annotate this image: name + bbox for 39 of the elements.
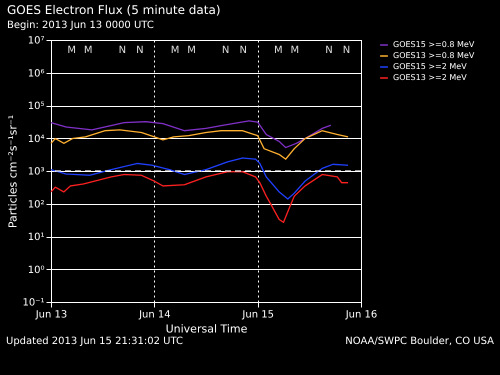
annotation: N	[136, 45, 144, 56]
legend-label: GOES15 >=2 MeV	[393, 62, 468, 71]
annotation: N	[342, 45, 350, 56]
y-tick-label: 10³	[28, 166, 44, 178]
legend-label: GOES13 >=0.8 MeV	[393, 51, 475, 60]
annotation: M	[274, 45, 283, 56]
y-axis-title: Particles cm⁻²s⁻¹sr⁻¹	[6, 114, 20, 228]
chart-subtitle: Begin: 2013 Jun 13 0000 UTC	[6, 20, 154, 31]
line-series	[50, 120, 332, 148]
text: NOAA/SWPC Boulder, CO USA	[345, 336, 494, 347]
annotation: M	[84, 45, 93, 56]
y-tick-label: 10⁶	[28, 68, 44, 80]
y-tick-label: 10²	[28, 199, 44, 210]
annotation: N	[325, 45, 333, 56]
line-series	[50, 157, 349, 200]
line-series	[50, 129, 349, 160]
annotation: N	[118, 45, 126, 56]
y-tick-label: 10⁷	[28, 36, 44, 46]
legend-label: GOES15 >=0.8 MeV	[393, 40, 475, 49]
y-tick-label: 10⁴	[28, 134, 44, 145]
annotation: M	[170, 45, 180, 56]
x-tick-label: Jun 13	[34, 310, 68, 320]
annotation: N	[239, 45, 247, 56]
x-tick-label: Jun 15	[241, 310, 274, 320]
chart-title: GOES Electron Flux (5 minute data)	[6, 3, 221, 17]
x-tick-label: Jun 16	[344, 310, 378, 320]
line-series	[50, 171, 349, 224]
annotation: M	[187, 45, 196, 56]
text: Updated 2013 Jun 15 21:31:02 UTC	[6, 336, 183, 347]
annotation: M	[290, 45, 300, 56]
x-tick-label: Jun 14	[138, 310, 171, 320]
y-tick-label: 10⁵	[28, 101, 44, 112]
annotation: M	[67, 45, 76, 56]
x-axis-title: Universal Time	[166, 322, 248, 336]
y-tick-label: 10⁻¹	[22, 298, 44, 308]
y-tick-label: 10⁰	[28, 264, 44, 276]
annotation: N	[222, 45, 230, 56]
legend-label: GOES13 >=2 MeV	[393, 73, 468, 82]
y-tick-label: 10¹	[28, 232, 44, 243]
